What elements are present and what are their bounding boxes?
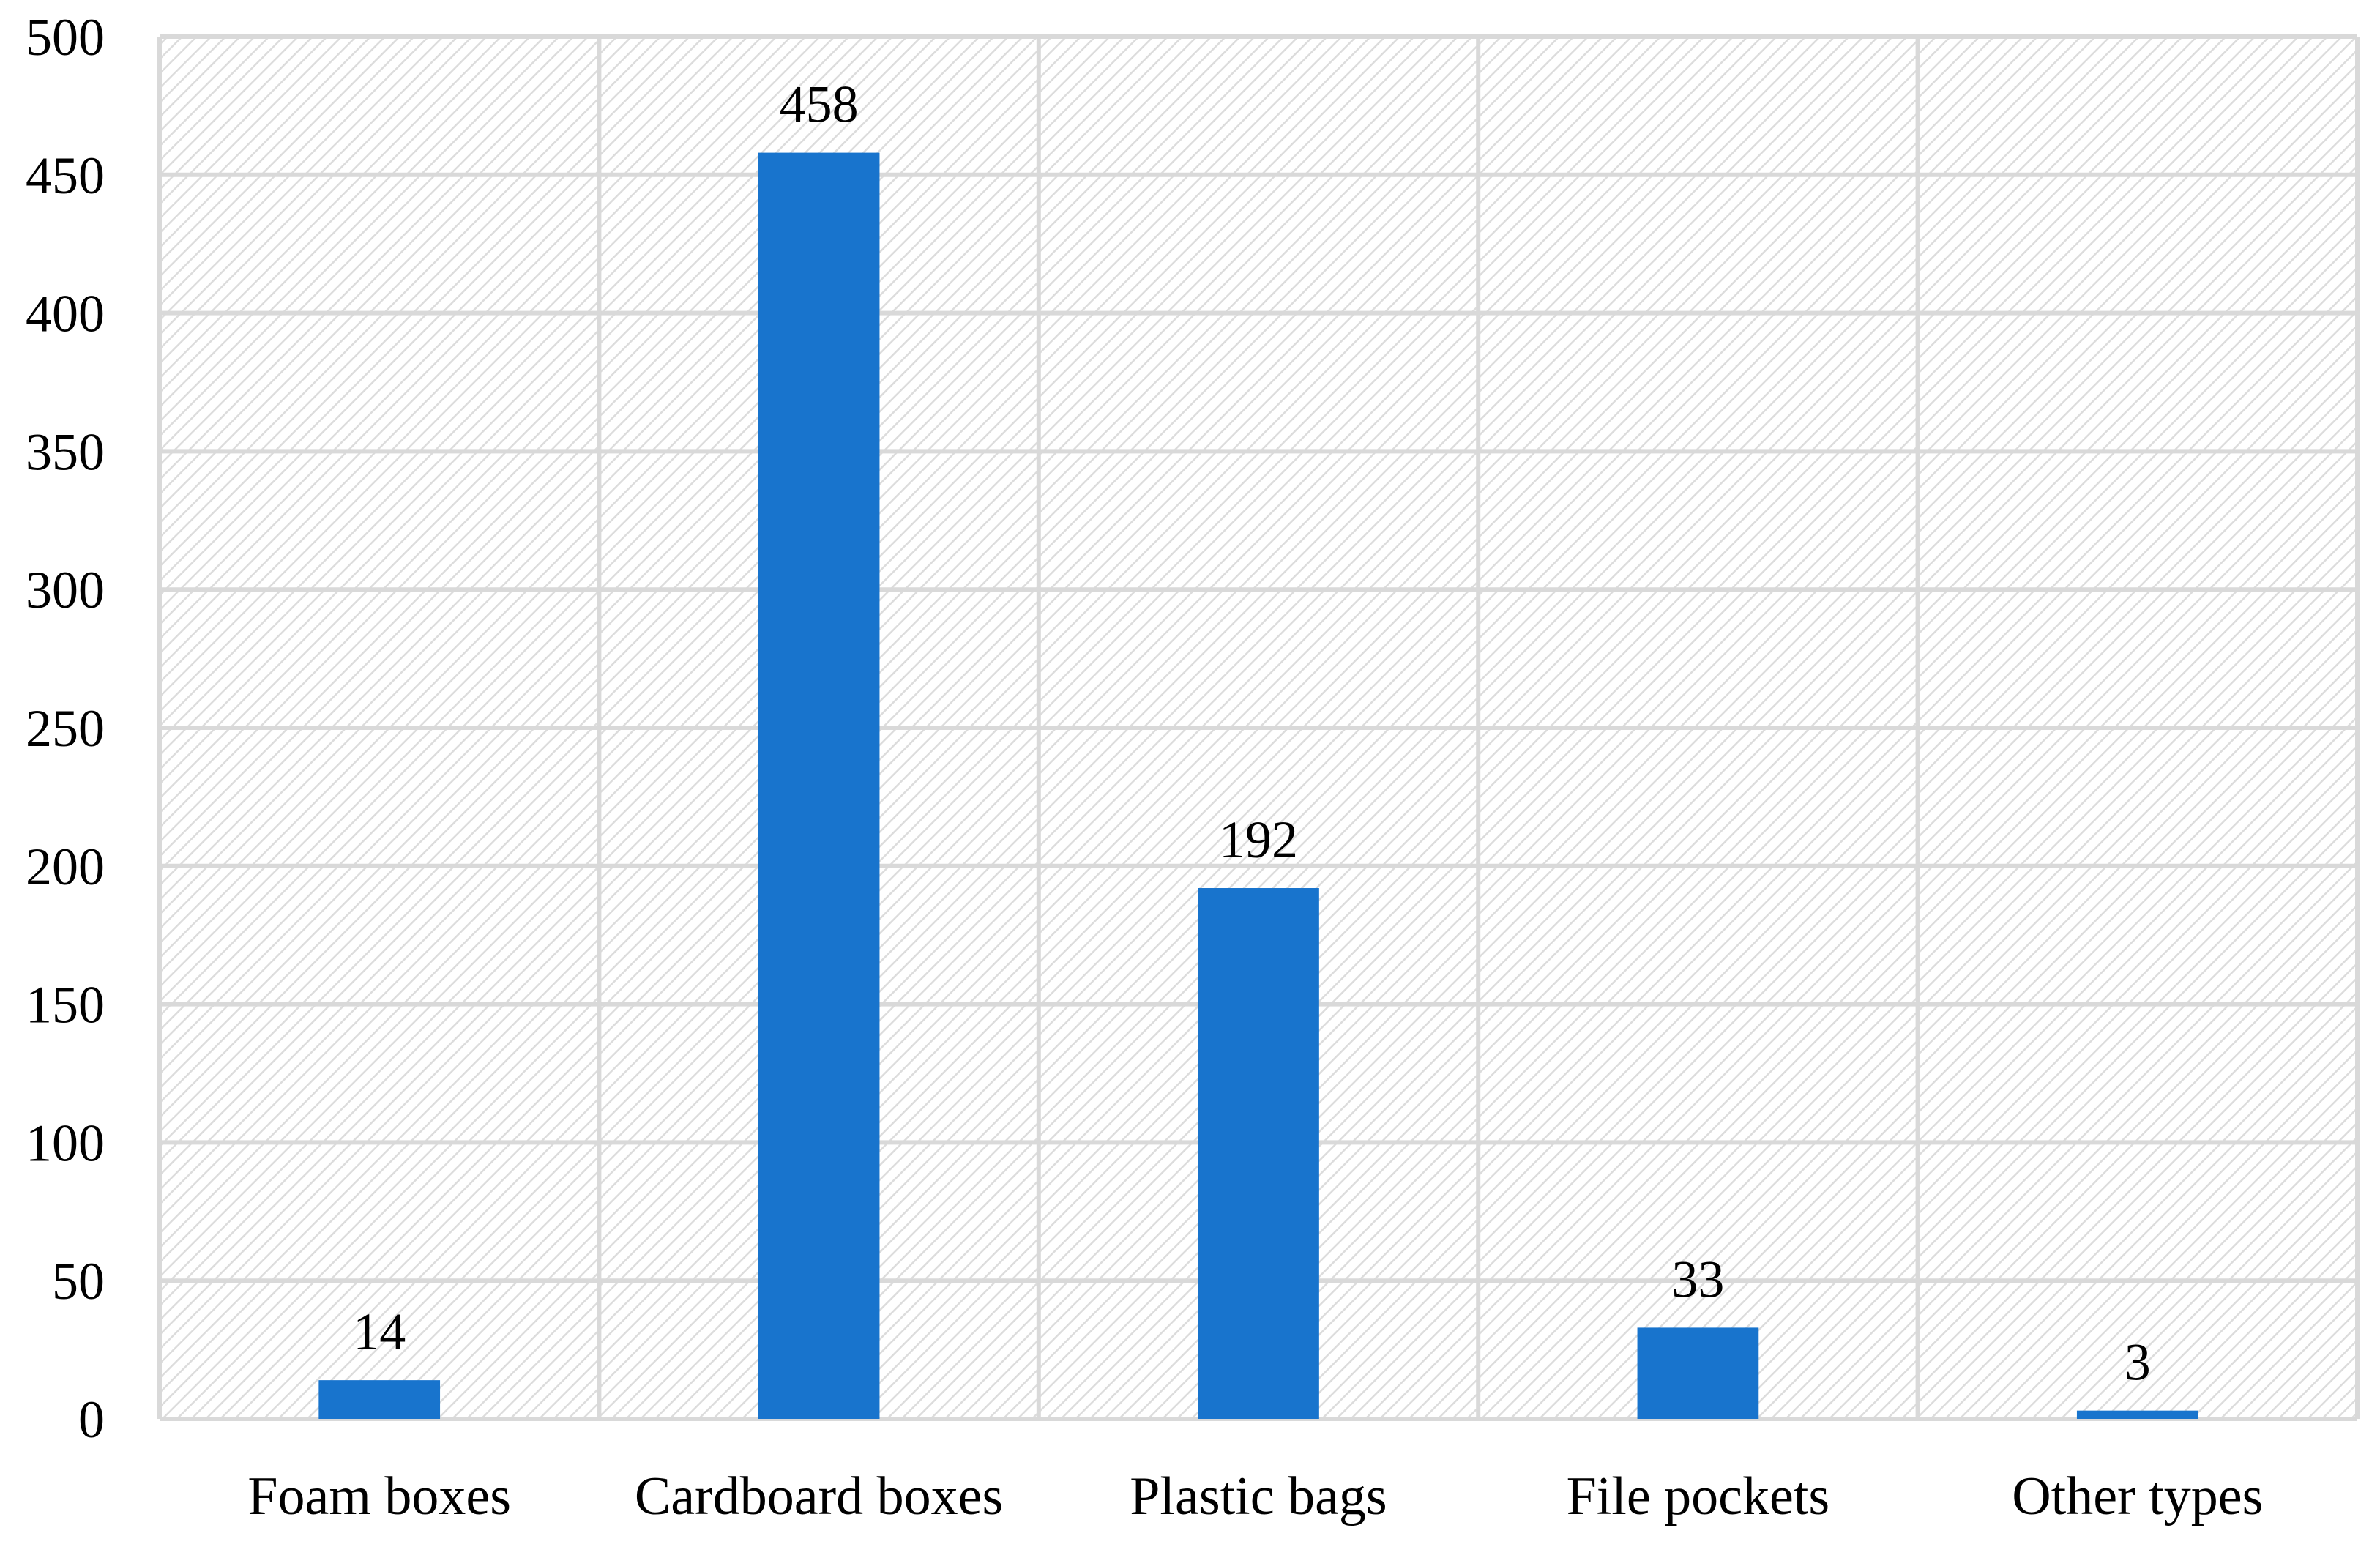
y-axis-ticks: 0 50 100 150 200 250 300 350 400 450 500 [26,8,105,1449]
data-label-2: 192 [1219,810,1298,869]
bars [318,152,2198,1419]
data-label-4: 3 [2125,1333,2151,1392]
data-label-1: 458 [780,75,859,134]
x-axis-ticks: Foam boxes Cardboard boxes Plastic bags Fil… [247,1466,2263,1527]
x-tick-label-0: Foam boxes [247,1466,511,1527]
data-label-0: 14 [353,1302,406,1361]
x-tick-label-1: Cardboard boxes [635,1466,1003,1527]
y-tick-label-250: 250 [26,699,105,758]
x-tick-label-2: Plastic bags [1130,1466,1387,1527]
bar-plastic-bags [1198,888,1319,1419]
y-tick-label-100: 100 [26,1114,105,1172]
y-tick-label-150: 150 [26,976,105,1035]
x-tick-label-3: File pockets [1567,1466,1830,1527]
bar-file-pockets [1637,1327,1759,1419]
y-tick-label-0: 0 [78,1390,105,1449]
y-tick-label-450: 450 [26,146,105,205]
y-tick-label-350: 350 [26,422,105,481]
y-tick-label-500: 500 [26,8,105,67]
y-tick-label-400: 400 [26,285,105,343]
y-tick-label-50: 50 [52,1252,105,1311]
y-tick-label-300: 300 [26,561,105,619]
data-label-3: 33 [1671,1250,1724,1308]
bar-cardboard-boxes [758,152,880,1419]
bar-foam-boxes [318,1380,441,1419]
bar-other-types [2076,1410,2198,1419]
x-tick-label-4: Other types [2012,1466,2263,1527]
y-tick-label-200: 200 [26,838,105,896]
